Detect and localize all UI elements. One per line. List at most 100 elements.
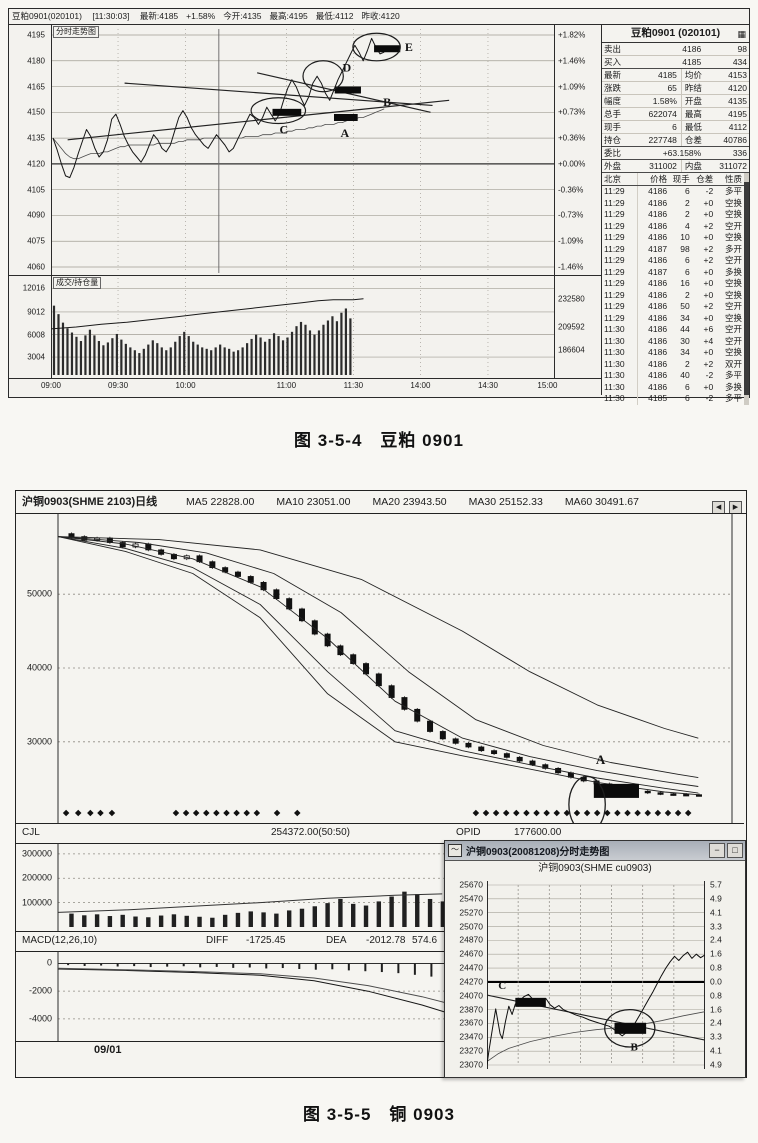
inset-price-tick: 23070 <box>459 1059 483 1070</box>
inset-price-tick: 23870 <box>459 1004 483 1015</box>
svg-text:A: A <box>596 752 606 767</box>
titlebar-field: 最高:4195 <box>269 11 308 21</box>
figure-caption-2: 图 3-5-5 铜 0903 <box>303 1105 455 1124</box>
volume-plot <box>50 276 555 383</box>
tick-row: 11:30 4185 6 -2 多平 <box>604 393 742 405</box>
tick-row: 11:29 4187 6 +0 多换 <box>604 266 742 278</box>
ma-values: MA5 22828.00 MA10 23051.00 MA20 23943.50 MA… <box>186 496 661 508</box>
percent-axis-right: +1.82% +1.46% +1.09% +0.73% +0.36% +0.00% -0.3… <box>555 25 601 275</box>
tick-row: 11:30 4186 6 +0 多换 <box>604 381 742 393</box>
time-axis-label: 09:00 <box>40 381 62 390</box>
tick-column-header: 价格 <box>650 174 668 184</box>
quote-row: 外盘 311002 内盘 311072 <box>602 160 749 173</box>
maximize-button[interactable]: □ <box>727 843 743 858</box>
inset-pct-tick: 4.9 <box>710 1059 722 1070</box>
copper-0903-window: 沪铜0903(SHME 2103)日线 MA5 22828.00 MA10 230… <box>15 490 747 1078</box>
quote-row: 持仓 227748 仓差 40786 <box>602 134 749 147</box>
scroll-arrows: ◀ ▶ <box>711 495 742 513</box>
tick-row: 11:29 4186 6 -2 多平 <box>604 186 742 198</box>
volume-axis-left: 12016 9012 6008 3004 <box>9 276 49 378</box>
quote-rows: 卖出 4186 98 买入 4185 434 最新 4185 均价 4153 涨跌 65 昨结 4120 幅… <box>602 43 749 173</box>
inset-pct-tick: 2.4 <box>710 934 722 945</box>
oi-tick: 209592 <box>558 322 585 332</box>
titlebar-field: 最低:4112 <box>315 11 354 21</box>
cjl-label: CJL <box>22 827 40 838</box>
inset-price-tick: 24270 <box>459 976 483 987</box>
dea-value: -2012.78 <box>366 935 406 946</box>
volume-tick: 6008 <box>27 330 45 340</box>
daily-volume-axis: 300000 200000 100000 <box>16 843 56 931</box>
percent-tick: +1.46% <box>558 56 586 66</box>
cjl-row: CJL 254372.00(50:50) OPID 177600.00 <box>16 823 744 844</box>
tick-row: 11:29 4187 98 +2 多开 <box>604 243 742 255</box>
inset-price-tick: 23270 <box>459 1045 483 1056</box>
copper-header: 沪铜0903(SHME 2103)日线 MA5 22828.00 MA10 230… <box>16 491 746 514</box>
copper-daily-plot: A <box>57 513 733 834</box>
price-tick: 4075 <box>27 236 45 246</box>
panel-grid-icon[interactable]: ▦ <box>737 29 746 39</box>
doupo-contract-title: 豆粕0901(020101) <box>12 11 82 21</box>
price-tick: 4090 <box>27 210 45 220</box>
inset-price-axis: 25670 25470 25270 25070 24870 24670 24470 24270… <box>445 877 487 1075</box>
window-chart-icon: 〜 <box>448 844 462 857</box>
candle-price-axis: 50000 40000 30000 <box>16 513 56 823</box>
inset-window-title: 沪铜0903(20081208)分时走势图 <box>466 847 610 858</box>
tick-column-header: 北京 <box>604 173 639 185</box>
ma-value: MA20 23943.50 <box>372 496 447 508</box>
doupo-0901-window: 豆粕0901(020101) [11:30:03] 最新:4185 +1.58% 今… <box>8 8 750 405</box>
price-plot: A B C D E <box>51 25 555 280</box>
inset-price-tick: 24070 <box>459 990 483 1001</box>
doupo-chart-area: 分时走势图 4195 4180 4165 4150 4135 4120 4105 4090 40… <box>9 25 601 395</box>
tick-row: 11:30 4186 44 +6 空开 <box>604 324 742 336</box>
figure-caption-1: 图 3-5-4 豆粕 0901 <box>294 431 464 450</box>
price-tick: 30000 <box>26 736 52 747</box>
tick-row: 11:30 4186 30 +4 空开 <box>604 335 742 347</box>
price-tick: 40000 <box>26 662 52 673</box>
scrollbar-thumb[interactable] <box>744 182 749 396</box>
percent-tick: -0.73% <box>558 210 584 220</box>
inset-plot-area: 25670 25470 25270 25070 24870 24670 24470 24270… <box>445 877 745 1075</box>
tick-row: 11:29 4186 2 +0 空换 <box>604 289 742 301</box>
tick-table-header: 北京 价格 现手 仓差 性质 <box>602 173 749 186</box>
inset-pct-tick: 1.6 <box>710 948 722 959</box>
inset-price-tick: 23670 <box>459 1017 483 1028</box>
macd-label: MACD(12,26,10) <box>22 935 98 946</box>
time-axis-label: 15:00 <box>537 381 558 390</box>
macd-tick: -2000 <box>28 985 52 996</box>
ma-value: MA10 23051.00 <box>276 496 351 508</box>
intraday-volume-panel: 成交/持仓量 12016 9012 6008 3004 232580 209592 186… <box>9 275 601 378</box>
volume-tick: 100000 <box>21 897 52 908</box>
inset-price-tick: 24470 <box>459 962 483 973</box>
volume-panel-label: 成交/持仓量 <box>53 277 102 289</box>
volume-tick: 3004 <box>27 352 45 362</box>
price-tick: 4195 <box>27 30 45 40</box>
oi-axis-right: 232580 209592 186604 <box>555 276 601 378</box>
price-tick: 4135 <box>27 133 45 143</box>
date-left: 09/01 <box>94 1044 122 1056</box>
titlebar-field: +1.58% <box>186 11 216 21</box>
quote-row: 现手 6 最低 4112 <box>602 121 749 134</box>
intraday-price-panel: 分时走势图 4195 4180 4165 4150 4135 4120 4105 4090 40… <box>9 25 601 275</box>
oi-tick: 186604 <box>558 345 585 355</box>
time-axis-label: 14:00 <box>410 381 431 390</box>
price-tick: 4165 <box>27 82 45 92</box>
inset-pct-tick: 2.4 <box>710 1017 722 1028</box>
minimize-button[interactable]: − <box>709 843 725 858</box>
doupo-volume-plot <box>50 276 555 378</box>
oi-tick: 232580 <box>558 294 585 304</box>
scrollbar[interactable] <box>744 173 749 405</box>
price-tick: 4150 <box>27 107 45 117</box>
tick-row: 11:29 4186 4 +2 空开 <box>604 220 742 232</box>
inset-pct-tick: 3.3 <box>710 1031 722 1042</box>
percent-tick: +1.82% <box>558 30 586 40</box>
copper-title: 沪铜0903(SHME 2103)日线 <box>22 496 158 508</box>
inset-pct-tick: 0.0 <box>710 976 722 987</box>
tick-row: 11:29 4186 16 +0 空换 <box>604 278 742 290</box>
inset-percent-axis: 5.7 4.9 4.1 3.3 2.4 1.6 0.8 0.0 0.8 1.6 2.4 3.3 4.1 4… <box>707 877 744 1075</box>
inset-price-tick: 25670 <box>459 879 483 890</box>
candlestick-panel: 50000 40000 30000 A <box>16 513 744 834</box>
inset-titlebar[interactable]: 〜 沪铜0903(20081208)分时走势图 − □ <box>445 841 745 861</box>
diff-label: DIFF <box>206 935 229 946</box>
tick-table-rows: 11:29 4186 6 -2 多平 11:29 4186 2 +0 空换 11:29 4186 2 +0… <box>602 186 749 405</box>
scroll-right-icon[interactable]: ▶ <box>729 501 742 513</box>
